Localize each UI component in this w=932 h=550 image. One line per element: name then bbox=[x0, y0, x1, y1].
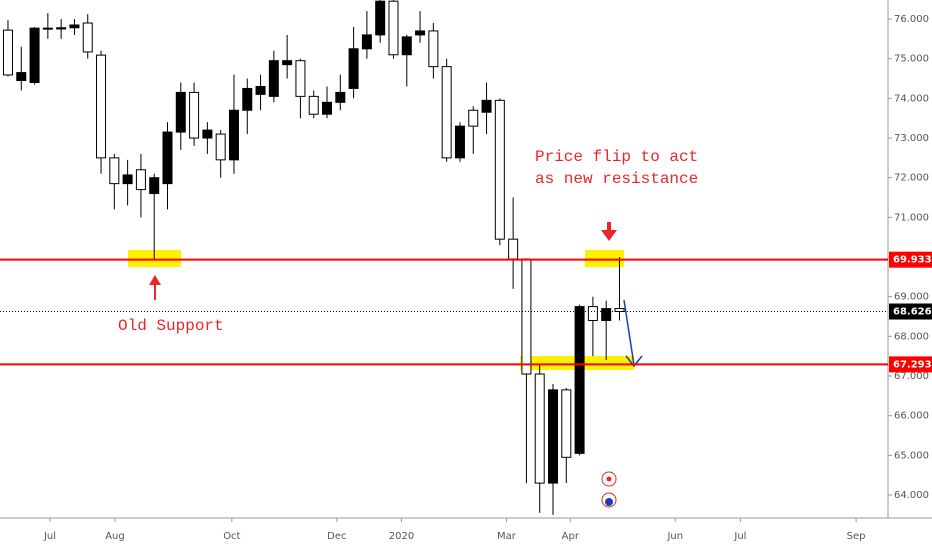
candle-body bbox=[2, 29, 13, 76]
candle-body bbox=[242, 87, 253, 111]
candle-body bbox=[109, 157, 120, 185]
candle-body bbox=[454, 125, 465, 159]
candle-body bbox=[135, 169, 146, 191]
candle-body bbox=[228, 109, 239, 161]
level-label-box bbox=[889, 251, 932, 268]
x-tick-label: Oct bbox=[223, 531, 240, 542]
candle-body bbox=[295, 60, 306, 97]
candle-body bbox=[96, 54, 107, 159]
candle-body bbox=[162, 131, 173, 185]
candle-body bbox=[614, 308, 625, 313]
candle-body bbox=[481, 99, 492, 113]
candle-body bbox=[255, 85, 266, 95]
x-tick-label: 2020 bbox=[389, 531, 414, 542]
candle-body bbox=[215, 133, 226, 161]
y-tick-label: 73.000 bbox=[894, 133, 929, 144]
x-tick-label: Jun bbox=[666, 531, 683, 542]
candle-body bbox=[494, 99, 505, 240]
candle-body bbox=[375, 0, 386, 36]
candle-body bbox=[574, 306, 585, 454]
candle-body bbox=[428, 30, 439, 68]
x-tick-label: Aug bbox=[105, 531, 125, 542]
x-tick-label: Apr bbox=[562, 531, 580, 542]
candle-body bbox=[548, 389, 559, 484]
x-tick-label: Jul bbox=[43, 531, 56, 542]
annotation: as new resistance bbox=[535, 170, 698, 188]
candle-body bbox=[388, 0, 399, 56]
level-label-box bbox=[889, 356, 932, 373]
candle-body bbox=[601, 308, 612, 321]
candle-body bbox=[308, 95, 319, 115]
y-tick-label: 64.000 bbox=[894, 490, 929, 501]
arrow bbox=[623, 299, 635, 366]
candle-body bbox=[361, 34, 372, 50]
y-tick-label: 74.000 bbox=[894, 93, 929, 104]
candle-body bbox=[415, 30, 426, 36]
candle-body bbox=[82, 22, 93, 53]
candle-body bbox=[189, 91, 200, 139]
candle-body bbox=[508, 238, 519, 260]
x-tick-label: Sep bbox=[847, 531, 866, 542]
level-label: 67.293 bbox=[893, 359, 932, 370]
x-tick-label: Mar bbox=[497, 531, 517, 542]
candle-body bbox=[29, 27, 40, 83]
candle-body bbox=[268, 60, 279, 97]
arrow-head bbox=[625, 355, 643, 368]
y-tick-label: 67.000 bbox=[894, 371, 929, 382]
event-icon-dot bbox=[605, 498, 613, 506]
candle-body bbox=[348, 48, 359, 89]
y-tick-label: 66.000 bbox=[894, 411, 929, 422]
candle-body bbox=[122, 174, 133, 185]
level-label: 68.626 bbox=[893, 307, 932, 318]
candle-body bbox=[202, 129, 213, 139]
candle-body bbox=[175, 91, 186, 133]
level-label: 69.933 bbox=[893, 255, 932, 266]
candle-body bbox=[521, 258, 532, 375]
arrow-head bbox=[149, 275, 161, 285]
y-tick-label: 76.000 bbox=[894, 14, 929, 25]
candle-body bbox=[401, 36, 412, 56]
candle-body bbox=[441, 66, 452, 159]
y-tick-label: 71.000 bbox=[894, 212, 929, 223]
candle-body bbox=[69, 24, 80, 29]
highlight bbox=[585, 250, 624, 267]
plot-area bbox=[2, 0, 634, 515]
candle-body bbox=[56, 27, 67, 30]
candle-body bbox=[16, 72, 27, 82]
candle-body bbox=[561, 389, 572, 458]
y-tick-label: 68.000 bbox=[894, 331, 929, 342]
candle-body bbox=[42, 27, 53, 30]
level-label-box bbox=[889, 303, 932, 320]
annotation: Price flip to act bbox=[535, 148, 698, 166]
candle-body bbox=[149, 177, 160, 195]
candle-body bbox=[587, 306, 598, 321]
candle-body bbox=[282, 60, 293, 66]
candle-body bbox=[468, 109, 479, 127]
annotation: Old Support bbox=[118, 317, 224, 335]
event-icon-dot bbox=[606, 476, 612, 482]
candle-body bbox=[322, 101, 333, 115]
x-tick-label: Dec bbox=[327, 531, 346, 542]
annotations: Price flip to act as new resistance Old … bbox=[118, 148, 698, 508]
y-tick-label: 75.000 bbox=[894, 54, 929, 65]
candle-body bbox=[534, 373, 545, 484]
y-tick-label: 69.000 bbox=[894, 292, 929, 303]
y-tick-label: 65.000 bbox=[894, 450, 929, 461]
x-tick-label: Jul bbox=[733, 531, 746, 542]
arrow-head bbox=[601, 230, 617, 241]
y-tick-label: 72.000 bbox=[894, 173, 929, 184]
candle-body bbox=[335, 91, 346, 103]
